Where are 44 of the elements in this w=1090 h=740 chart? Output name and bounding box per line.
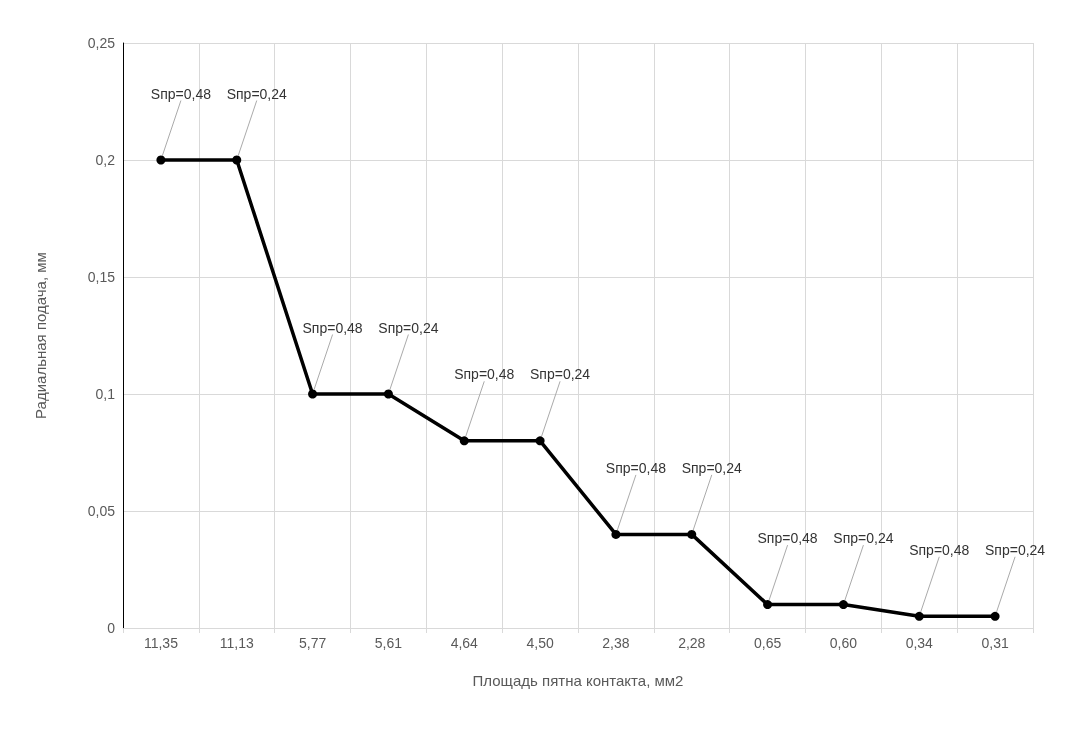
x-tick-label: 0,31 [981, 635, 1009, 651]
x-tick-label: 11,35 [143, 635, 179, 651]
point [535, 436, 545, 446]
x-tick-label: 0,65 [753, 635, 782, 651]
x-tick-label: 4,64 [450, 635, 479, 651]
point [611, 529, 621, 539]
x-tick-label: 2,28 [678, 635, 706, 651]
point [914, 611, 924, 621]
annotation: Sпр=0,48 [605, 459, 667, 476]
point [308, 389, 318, 399]
y-axis-title: Радиальная подача, мм [32, 252, 49, 419]
annotation: Sпр=0,24 [378, 319, 439, 336]
point [459, 436, 469, 446]
annotation: Sпр=0,24 [226, 85, 288, 102]
annotation: Sпр=0,48 [454, 366, 515, 383]
annotation: Sпр=0,48 [150, 85, 212, 102]
x-tick-label: 11,13 [219, 635, 254, 651]
y-tick-label: 0 [107, 620, 116, 636]
annotation: Sпр=0,48 [302, 319, 363, 336]
x-tick-label: 0,60 [829, 635, 858, 651]
y-tick-label: 0,1 [95, 386, 116, 402]
annotation: Sпр=0,24 [530, 366, 591, 383]
point [838, 600, 848, 610]
point [156, 155, 166, 165]
y-tick-label: 0,25 [87, 35, 116, 51]
y-tick-label: 0,15 [87, 269, 116, 285]
annotation: Sпр=0,24 [681, 459, 743, 476]
annotation: Sпр=0,24 [833, 530, 894, 547]
x-tick-label: 2,38 [602, 635, 630, 651]
annotation: Sпр=0,48 [757, 530, 818, 547]
point [990, 611, 1000, 621]
y-tick-label: 0,05 [87, 503, 116, 519]
point [232, 155, 242, 165]
x-tick-label: 0,34 [905, 635, 934, 651]
y-tick-label: 0,2 [95, 152, 116, 168]
x-tick-label: 5,77 [298, 635, 327, 651]
point [383, 389, 393, 399]
x-tick-label: 5,61 [374, 635, 403, 651]
x-axis-title: Площадь пятна контакта, мм2 [472, 672, 684, 689]
x-tick-label: 4,50 [526, 635, 554, 651]
annotation: Sпр=0,48 [909, 541, 970, 558]
annotation: Sпр=0,24 [985, 541, 1046, 558]
point [763, 600, 773, 610]
point [687, 529, 697, 539]
